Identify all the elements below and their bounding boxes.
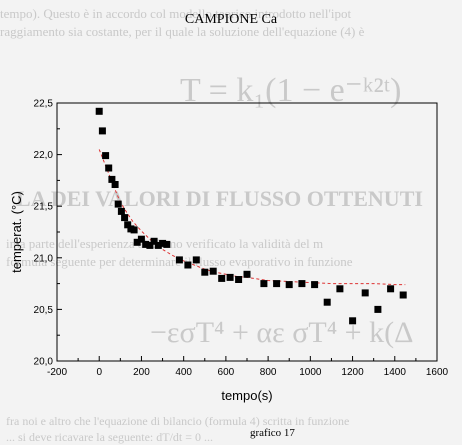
data-point	[201, 268, 209, 276]
figure-caption: grafico 17	[250, 427, 295, 439]
data-point	[311, 281, 319, 289]
data-point	[349, 317, 357, 325]
data-point	[374, 305, 382, 313]
data-point	[184, 261, 192, 269]
data-point	[154, 241, 162, 249]
y-tick-label: 20,0	[34, 357, 54, 368]
background-text-line-6: ... si deve ricavare la seguente: dT/dt …	[6, 430, 214, 444]
data-point	[108, 175, 116, 183]
background-text-line-1: tempo). Questo è in accordo col modello …	[0, 6, 352, 21]
fit-curve-line	[98, 149, 406, 286]
chart-title: CAMPIONE Ca	[184, 12, 278, 27]
background-formula-2: −εσT⁴ + αε σT⁴ + k(Δ	[150, 316, 414, 349]
data-point	[137, 235, 145, 243]
y-axis-title: temperat. (°C)	[9, 191, 24, 273]
data-point	[361, 289, 369, 297]
data-point	[387, 285, 395, 293]
background-heading: LA DEI VALORI DI FLUSSO OTTENUTI	[16, 186, 423, 211]
y-tick-label: 22,5	[34, 99, 54, 110]
data-point	[260, 280, 268, 288]
data-point	[273, 280, 281, 288]
data-point	[117, 207, 125, 215]
data-point	[142, 240, 150, 248]
data-point	[121, 214, 129, 222]
data-point	[102, 152, 110, 160]
fit-curve-group	[98, 149, 406, 286]
background-text-line-2: raggiamento sia costante, per il quale l…	[0, 24, 365, 39]
data-point	[114, 200, 122, 208]
x-tick-label: 1400	[384, 367, 407, 378]
chart-axes: -200 0 200 400 600 800 1000 1200 1400 1600 20,0 20,…	[34, 99, 449, 379]
y-tick-label: 22,0	[34, 150, 54, 161]
background-text-line-5: fra noi e altro che l'equazione di bilan…	[6, 414, 350, 428]
data-point	[235, 276, 243, 283]
data-point	[192, 256, 200, 264]
data-point	[124, 221, 132, 229]
data-point	[218, 274, 226, 282]
data-point	[399, 291, 407, 299]
x-tick-label: -200	[47, 367, 67, 378]
data-point	[226, 273, 234, 281]
data-point	[111, 181, 119, 188]
y-tick-label: 21,0	[34, 253, 54, 264]
data-point	[150, 237, 158, 245]
data-point	[163, 240, 171, 248]
y-tick-label: 20,5	[34, 305, 54, 316]
y-tick-label: 21,5	[34, 202, 54, 213]
data-point	[159, 239, 167, 247]
data-point	[243, 270, 251, 278]
data-point	[98, 127, 106, 135]
data-point	[95, 107, 103, 115]
data-point	[175, 256, 183, 264]
x-tick-label: 800	[260, 367, 277, 378]
x-tick-label: 600	[218, 367, 235, 378]
x-tick-label: 0	[96, 367, 102, 378]
x-tick-label: 1600	[426, 367, 449, 378]
data-point	[209, 267, 217, 275]
x-axis-title: tempo(s)	[221, 388, 272, 403]
data-point	[130, 226, 138, 234]
plot-frame	[56, 102, 438, 362]
x-tick-label: 1000	[299, 367, 322, 378]
data-point	[323, 298, 331, 306]
data-points-group	[95, 107, 407, 325]
x-tick-label: 1200	[341, 367, 364, 378]
data-point	[298, 280, 306, 288]
data-point	[285, 281, 293, 289]
data-point	[105, 164, 113, 172]
x-tick-label: 200	[133, 367, 150, 378]
data-point	[133, 238, 141, 246]
data-point	[146, 241, 154, 249]
data-point	[336, 285, 344, 293]
x-tick-label: 400	[175, 367, 192, 378]
